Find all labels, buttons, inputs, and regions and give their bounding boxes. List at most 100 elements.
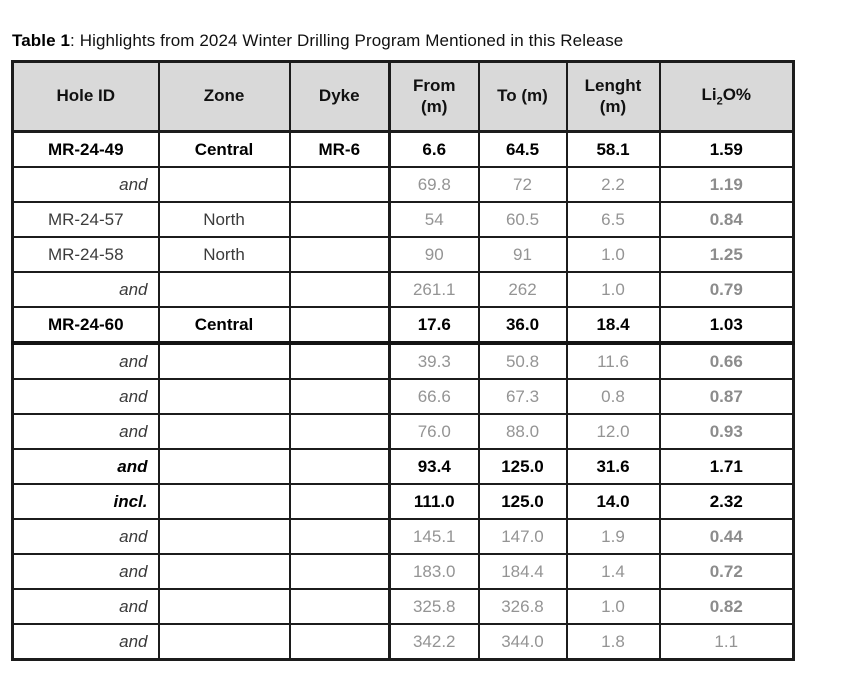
- drill-results-table: Hole ID Zone Dyke From (m) To (m) Lenght…: [11, 60, 795, 661]
- cell-to: 60.5: [477, 201, 568, 238]
- cell-length: 14.0: [565, 483, 661, 520]
- header-li2o: Li2O%: [658, 60, 795, 133]
- cell-li2o: 1.03: [658, 306, 795, 345]
- cell-zone: [157, 553, 291, 590]
- cell-hole-id: MR-24-60: [11, 306, 160, 345]
- cell-from: 69.8: [388, 166, 480, 203]
- cell-length: 2.2: [565, 166, 661, 203]
- cell-zone: North: [157, 201, 291, 238]
- cell-from: 325.8: [388, 588, 480, 625]
- cell-from: 76.0: [388, 413, 480, 450]
- cell-hole-id: incl.: [11, 483, 160, 520]
- header-hole-id: Hole ID: [11, 60, 160, 133]
- cell-from: 90: [388, 236, 480, 273]
- cell-zone: Central: [157, 306, 291, 345]
- table-row: and 66.6 67.3 0.8 0.87: [11, 378, 795, 415]
- cell-hole-id: and: [11, 518, 160, 555]
- cell-li2o: 1.1: [658, 623, 795, 661]
- cell-from: 54: [388, 201, 480, 238]
- cell-to: 50.8: [477, 342, 568, 380]
- cell-length: 0.8: [565, 378, 661, 415]
- header-from: From (m): [388, 60, 480, 133]
- cell-hole-id: MR-24-57: [11, 201, 160, 238]
- header-li2o-pre: Li: [701, 84, 717, 104]
- cell-zone: Central: [157, 130, 291, 168]
- cell-dyke: [288, 623, 391, 661]
- cell-to: 64.5: [477, 130, 568, 168]
- cell-dyke: [288, 553, 391, 590]
- cell-hole-id: and: [11, 413, 160, 450]
- cell-li2o: 0.72: [658, 553, 795, 590]
- cell-from: 145.1: [388, 518, 480, 555]
- cell-length: 1.0: [565, 588, 661, 625]
- cell-from: 17.6: [388, 306, 480, 345]
- cell-length: 1.0: [565, 271, 661, 308]
- cell-hole-id: MR-24-49: [11, 130, 160, 168]
- cell-li2o: 0.93: [658, 413, 795, 450]
- cell-li2o: 0.87: [658, 378, 795, 415]
- cell-from: 111.0: [388, 483, 480, 520]
- header-dyke: Dyke: [288, 60, 391, 133]
- header-li2o-post: O%: [722, 84, 752, 104]
- cell-hole-id: and: [11, 448, 160, 485]
- cell-hole-id: and: [11, 623, 160, 661]
- cell-hole-id: and: [11, 166, 160, 203]
- table-row: and 261.1 262 1.0 0.79: [11, 271, 795, 308]
- cell-zone: [157, 483, 291, 520]
- cell-to: 91: [477, 236, 568, 273]
- cell-length: 11.6: [565, 342, 661, 380]
- cell-li2o: 0.84: [658, 201, 795, 238]
- cell-dyke: [288, 588, 391, 625]
- table-row: and 69.8 72 2.2 1.19: [11, 166, 795, 203]
- cell-to: 67.3: [477, 378, 568, 415]
- cell-from: 342.2: [388, 623, 480, 661]
- table-row: and 342.2 344.0 1.8 1.1: [11, 623, 795, 661]
- cell-zone: [157, 271, 291, 308]
- header-length: Lenght (m): [565, 60, 661, 133]
- table-row: MR-24-60 Central 17.6 36.0 18.4 1.03: [11, 306, 795, 345]
- table-row: MR-24-57 North 54 60.5 6.5 0.84: [11, 201, 795, 238]
- table-row: and 325.8 326.8 1.0 0.82: [11, 588, 795, 625]
- table-row: and 183.0 184.4 1.4 0.72: [11, 553, 795, 590]
- cell-from: 39.3: [388, 342, 480, 380]
- table-row: and 76.0 88.0 12.0 0.93: [11, 413, 795, 450]
- cell-length: 58.1: [565, 130, 661, 168]
- cell-dyke: [288, 271, 391, 308]
- cell-zone: [157, 342, 291, 380]
- cell-length: 31.6: [565, 448, 661, 485]
- cell-to: 344.0: [477, 623, 568, 661]
- cell-from: 261.1: [388, 271, 480, 308]
- table-caption-text: Highlights from 2024 Winter Drilling Pro…: [79, 31, 624, 50]
- cell-dyke: [288, 413, 391, 450]
- header-row: Hole ID Zone Dyke From (m) To (m) Lenght…: [11, 60, 795, 133]
- cell-zone: [157, 378, 291, 415]
- table-row: incl. 111.0 125.0 14.0 2.32: [11, 483, 795, 520]
- cell-hole-id: and: [11, 378, 160, 415]
- table-header: Hole ID Zone Dyke From (m) To (m) Lenght…: [11, 60, 795, 133]
- table-caption-separator: :: [70, 31, 80, 50]
- table-row: MR-24-58 North 90 91 1.0 1.25: [11, 236, 795, 273]
- cell-li2o: 1.59: [658, 130, 795, 168]
- cell-li2o: 1.19: [658, 166, 795, 203]
- cell-length: 1.4: [565, 553, 661, 590]
- cell-to: 125.0: [477, 483, 568, 520]
- cell-length: 1.9: [565, 518, 661, 555]
- cell-length: 6.5: [565, 201, 661, 238]
- cell-from: 183.0: [388, 553, 480, 590]
- table-row: MR-24-49 Central MR-6 6.6 64.5 58.1 1.59: [11, 130, 795, 168]
- cell-li2o: 0.44: [658, 518, 795, 555]
- header-zone: Zone: [157, 60, 291, 133]
- cell-li2o: 1.25: [658, 236, 795, 273]
- cell-dyke: [288, 201, 391, 238]
- cell-hole-id: MR-24-58: [11, 236, 160, 273]
- cell-li2o: 0.82: [658, 588, 795, 625]
- table-row: and 93.4 125.0 31.6 1.71: [11, 448, 795, 485]
- cell-to: 326.8: [477, 588, 568, 625]
- cell-length: 18.4: [565, 306, 661, 345]
- table-body: MR-24-49 Central MR-6 6.6 64.5 58.1 1.59 and 69.…: [11, 130, 795, 661]
- cell-hole-id: and: [11, 271, 160, 308]
- cell-li2o: 2.32: [658, 483, 795, 520]
- cell-to: 147.0: [477, 518, 568, 555]
- cell-hole-id: and: [11, 342, 160, 380]
- cell-length: 12.0: [565, 413, 661, 450]
